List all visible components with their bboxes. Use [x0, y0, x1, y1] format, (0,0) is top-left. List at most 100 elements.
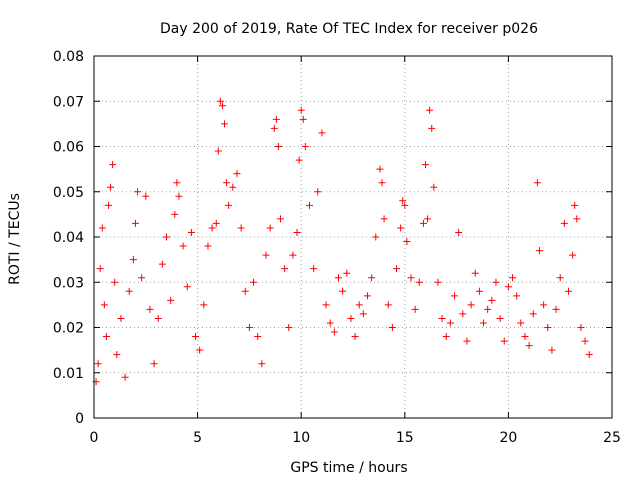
data-point — [430, 183, 438, 191]
data-point — [314, 188, 322, 196]
data-point — [509, 274, 517, 282]
data-point — [129, 256, 137, 264]
data-point — [171, 210, 179, 218]
data-point — [293, 228, 301, 236]
data-point — [355, 301, 363, 309]
data-point — [351, 333, 359, 341]
data-point — [289, 251, 297, 259]
data-point — [411, 305, 419, 313]
data-point — [105, 201, 113, 209]
data-point — [262, 251, 270, 259]
data-point — [245, 324, 253, 331]
data-point — [167, 296, 175, 304]
data-point — [200, 301, 208, 309]
data-point — [272, 115, 280, 123]
data-point — [403, 238, 411, 246]
data-point — [569, 251, 577, 259]
data-point — [544, 324, 552, 331]
data-point — [175, 192, 183, 200]
data-point — [364, 292, 372, 300]
y-tick-label: 0.05 — [53, 185, 84, 201]
data-point — [125, 287, 133, 295]
y-axis-label: ROTI / TECUs — [7, 193, 23, 285]
data-points — [92, 97, 593, 386]
data-point — [241, 287, 249, 295]
data-point — [504, 283, 512, 291]
data-point — [426, 106, 434, 114]
data-point — [401, 201, 409, 209]
data-point — [378, 179, 386, 187]
x-tick-label: 10 — [292, 430, 310, 446]
data-point — [359, 310, 367, 318]
data-point — [488, 296, 496, 304]
data-point — [218, 102, 226, 110]
data-point — [134, 188, 142, 196]
data-point — [492, 278, 500, 286]
chart-title: Day 200 of 2019, Rate Of TEC Index for r… — [160, 21, 538, 37]
data-point — [163, 233, 171, 241]
data-point — [556, 274, 564, 282]
data-point — [330, 328, 338, 336]
data-point — [500, 337, 508, 345]
data-point — [192, 333, 200, 341]
data-point — [233, 170, 241, 178]
data-point — [111, 278, 119, 286]
x-tick-label: 25 — [603, 430, 621, 446]
data-point — [223, 179, 231, 187]
data-point — [571, 201, 579, 209]
data-point — [540, 301, 548, 309]
data-point — [442, 333, 450, 341]
data-point — [581, 337, 589, 345]
y-tick-label: 0 — [75, 411, 84, 427]
data-point — [368, 274, 376, 282]
data-point — [225, 201, 233, 209]
data-point — [372, 233, 380, 241]
data-point — [285, 324, 293, 331]
y-tick-label: 0.04 — [53, 230, 84, 246]
data-point — [533, 179, 541, 187]
data-point — [564, 287, 572, 295]
data-point — [525, 342, 533, 350]
data-point — [585, 351, 593, 359]
data-point — [310, 265, 318, 273]
data-point — [573, 215, 581, 223]
data-point — [142, 192, 150, 200]
data-point — [216, 97, 224, 105]
x-axis-label: GPS time / hours — [290, 460, 407, 476]
data-point — [295, 156, 303, 164]
data-point — [455, 228, 463, 236]
data-point — [179, 242, 187, 250]
data-point — [521, 333, 529, 341]
data-point — [343, 269, 351, 277]
data-point — [446, 319, 454, 327]
data-point — [121, 373, 129, 381]
data-point — [480, 319, 488, 327]
data-point — [229, 183, 237, 191]
data-point — [301, 143, 309, 150]
data-point — [535, 247, 543, 255]
data-point — [438, 314, 446, 322]
data-point — [221, 120, 229, 128]
data-point — [407, 274, 415, 282]
data-point — [451, 292, 459, 300]
data-point — [94, 360, 102, 368]
data-point — [258, 360, 266, 368]
data-point — [113, 351, 121, 359]
data-point — [107, 183, 115, 191]
y-tick-label: 0.08 — [53, 49, 84, 65]
y-tick-label: 0.03 — [53, 275, 84, 291]
data-point — [399, 197, 407, 205]
data-point — [422, 161, 430, 169]
data-point — [131, 219, 139, 227]
x-tick-label: 0 — [90, 430, 99, 446]
data-point — [183, 283, 191, 291]
data-point — [376, 165, 384, 173]
data-point — [552, 305, 560, 313]
data-point — [434, 278, 442, 286]
data-point — [419, 219, 427, 227]
data-point — [266, 224, 274, 232]
data-point — [384, 301, 392, 309]
data-point — [415, 278, 423, 286]
data-point — [98, 224, 106, 232]
